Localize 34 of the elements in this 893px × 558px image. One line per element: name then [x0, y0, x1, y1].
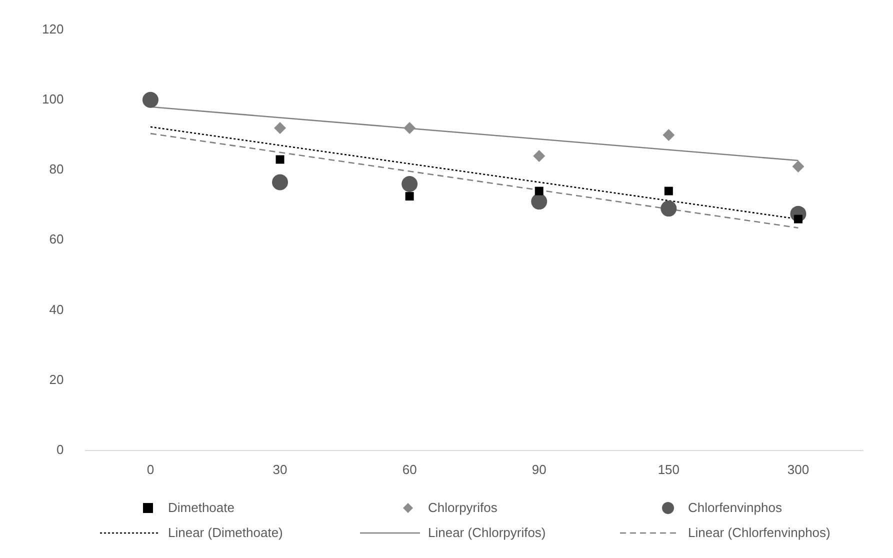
point — [405, 192, 414, 201]
x-tick-label: 0 — [146, 462, 154, 477]
point — [274, 122, 286, 134]
x-tick-label: 300 — [787, 462, 810, 477]
point — [142, 92, 158, 108]
x-tick-label: 90 — [532, 462, 546, 477]
y-tick-label: 100 — [42, 91, 64, 106]
y-tick-label: 40 — [49, 302, 64, 317]
legend-label: Chlorpyrifos — [428, 500, 498, 515]
point — [276, 155, 284, 164]
x-tick-label: 60 — [402, 462, 417, 477]
y-tick-label: 60 — [49, 232, 64, 247]
point — [404, 122, 416, 134]
legend-label: Linear (Chlorpyrifos) — [428, 525, 546, 540]
point — [662, 128, 675, 141]
legend-label: Chlorfenvinphos — [688, 500, 782, 515]
y-tick-label: 120 — [42, 21, 64, 36]
y-tick-label: 20 — [49, 372, 64, 387]
x-tick-label: 30 — [272, 462, 288, 477]
point — [534, 186, 544, 196]
point — [533, 150, 546, 162]
legend-label: Dimethoate — [168, 500, 234, 515]
point — [531, 194, 548, 210]
x-tick-label: 150 — [658, 462, 680, 477]
legend-label: Linear (Dimethoate) — [168, 525, 283, 540]
y-tick-label: 80 — [49, 162, 64, 177]
point — [794, 214, 802, 224]
y-tick-label: 0 — [56, 442, 64, 457]
point — [272, 174, 288, 190]
legend-label: Linear (Chlorfenvinphos) — [688, 525, 830, 540]
point — [402, 176, 418, 192]
point — [664, 186, 673, 196]
point — [792, 160, 804, 172]
point — [660, 200, 677, 217]
